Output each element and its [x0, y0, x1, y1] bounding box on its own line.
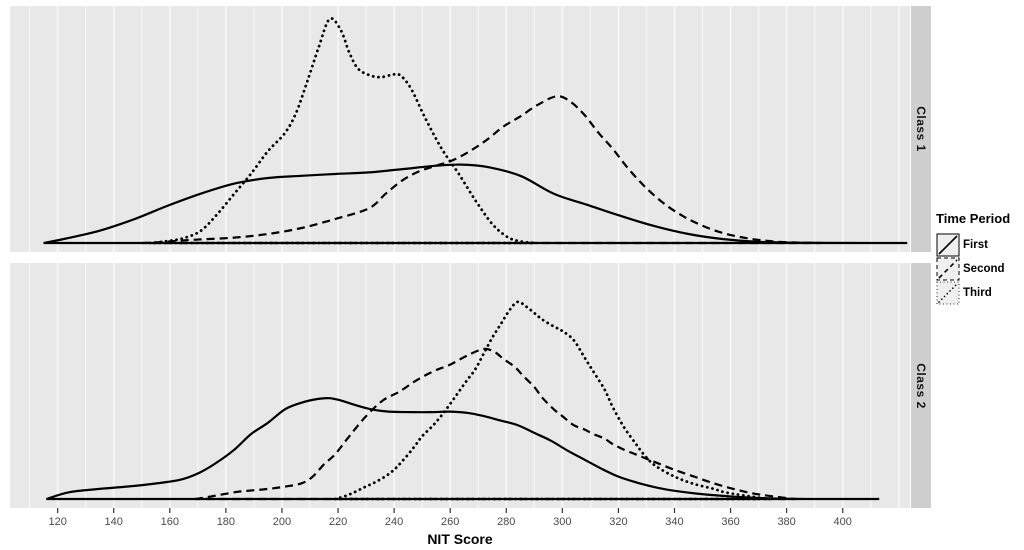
panel-background [10, 263, 910, 508]
legend: Time Period First Second Third [936, 211, 1024, 305]
legend-key-solid-line-icon [936, 233, 960, 257]
legend-item-third: Third [936, 281, 1024, 305]
facet-strip-label: Class 2 [914, 362, 928, 409]
x-tick-label: 300 [553, 516, 572, 528]
legend-key-dotted-line-icon [936, 281, 960, 305]
x-axis-title: NIT Score [427, 531, 493, 547]
x-tick-label: 320 [609, 516, 628, 528]
x-tick-label: 160 [160, 516, 179, 528]
x-tick-label: 280 [497, 516, 516, 528]
x-tick-label: 180 [216, 516, 236, 528]
x-tick-label: 380 [777, 516, 796, 528]
facet-strip-class-1: Class 1 [911, 6, 931, 252]
x-tick-label: 260 [440, 516, 460, 528]
x-tick-label: 360 [721, 516, 740, 528]
x-tick-label: 140 [104, 516, 123, 528]
x-tick-label: 220 [328, 516, 348, 528]
legend-key-dashed-line-icon [936, 257, 960, 281]
legend-item-label: Third [963, 287, 992, 299]
legend-item-label: Second [963, 263, 1005, 275]
x-tick-label: 240 [384, 516, 404, 528]
legend-item-second: Second [936, 257, 1024, 281]
x-tick-label: 400 [833, 516, 852, 528]
density-curve-second-class-2 [194, 347, 796, 501]
x-tick-label: 200 [272, 516, 292, 528]
legend-item-first: First [936, 233, 1024, 257]
density-curve-third-class-1 [150, 17, 535, 245]
facet-strip-label: Class 1 [914, 106, 928, 152]
density-curve-third-class-2 [334, 300, 770, 501]
legend-title: Time Period [936, 211, 1011, 226]
density-curve-second-class-1 [141, 95, 821, 245]
panel-background [10, 6, 910, 252]
legend-item-label: First [963, 239, 988, 251]
x-tick-label: 120 [48, 516, 67, 528]
x-tick-label: 340 [665, 516, 684, 528]
facet-strip-class-2: Class 2 [911, 263, 931, 508]
